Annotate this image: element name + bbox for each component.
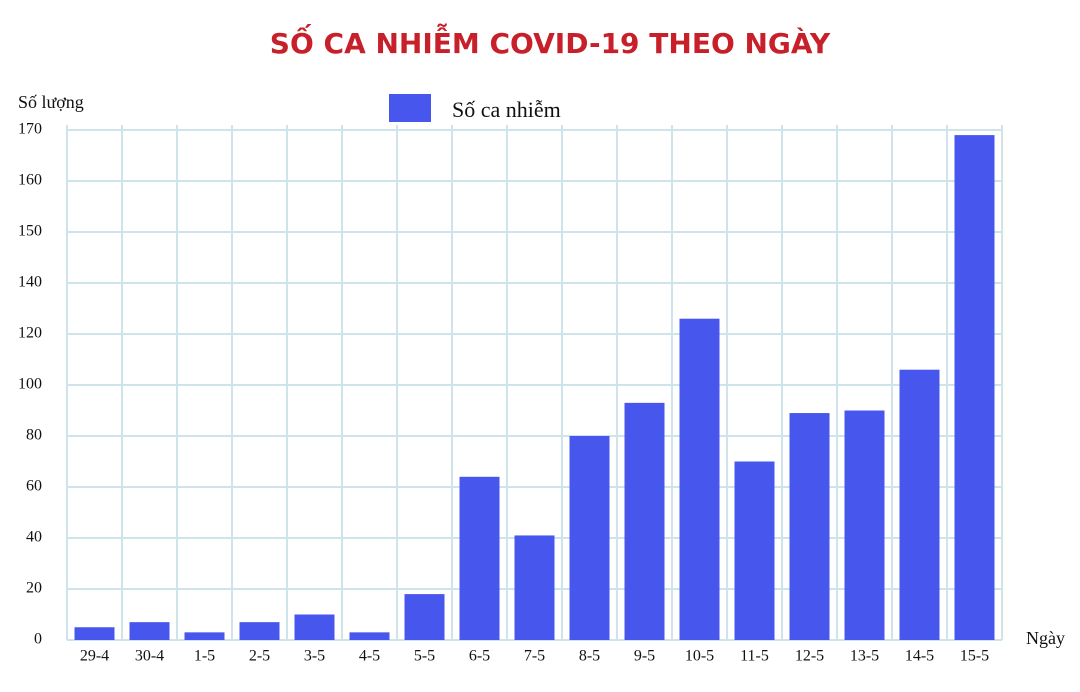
x-tick-label: 29-4	[80, 648, 109, 665]
x-tick-label: 30-4	[135, 648, 164, 665]
x-tick-label: 7-5	[524, 648, 545, 665]
y-tick-label: 160	[18, 172, 42, 189]
x-tick-label: 6-5	[469, 648, 490, 665]
x-tick-label: 5-5	[414, 648, 435, 665]
bar	[74, 627, 115, 640]
x-tick-label: 4-5	[359, 648, 380, 665]
x-tick-label: 13-5	[850, 648, 879, 665]
bar	[404, 594, 445, 640]
y-tick-label: 140	[18, 274, 42, 291]
x-tick-label: 12-5	[795, 648, 824, 665]
bar	[954, 135, 995, 640]
y-tick-label: 0	[34, 631, 42, 648]
bar	[734, 461, 775, 640]
x-tick-label: 9-5	[634, 648, 655, 665]
bar	[624, 402, 665, 640]
y-tick-label: 170	[18, 121, 42, 138]
bar	[294, 614, 335, 640]
bar	[184, 632, 225, 640]
bar	[899, 369, 940, 640]
bar	[569, 436, 610, 640]
y-tick-label: 40	[26, 529, 42, 546]
y-tick-label: 120	[18, 325, 42, 342]
y-axis-label: Số lượng	[18, 92, 84, 112]
y-tick-label: 100	[18, 376, 42, 393]
x-tick-label: 3-5	[304, 648, 325, 665]
x-tick-label: 8-5	[579, 648, 600, 665]
legend-swatch	[389, 94, 431, 122]
x-tick-label: 1-5	[194, 648, 215, 665]
bar	[239, 622, 280, 640]
y-tick-label: 60	[26, 478, 42, 495]
x-tick-label: 14-5	[905, 648, 934, 665]
bar	[459, 476, 500, 640]
y-tick-label: 80	[26, 427, 42, 444]
chart-title: SỐ CA NHIỄM COVID-19 THEO NGÀY	[270, 22, 831, 60]
bar	[679, 318, 720, 640]
bar	[789, 413, 830, 640]
legend-label: Số ca nhiễm	[452, 97, 561, 122]
y-tick-label: 150	[18, 223, 42, 240]
y-tick-label: 20	[26, 580, 42, 597]
bar	[129, 622, 170, 640]
bar	[514, 535, 555, 640]
x-tick-label: 10-5	[685, 648, 714, 665]
bar	[844, 410, 885, 640]
x-tick-label: 2-5	[249, 648, 270, 665]
bar	[349, 632, 390, 640]
x-tick-label: 15-5	[960, 648, 989, 665]
x-tick-label: 11-5	[740, 648, 769, 665]
x-axis-label: Ngày	[1026, 628, 1065, 648]
